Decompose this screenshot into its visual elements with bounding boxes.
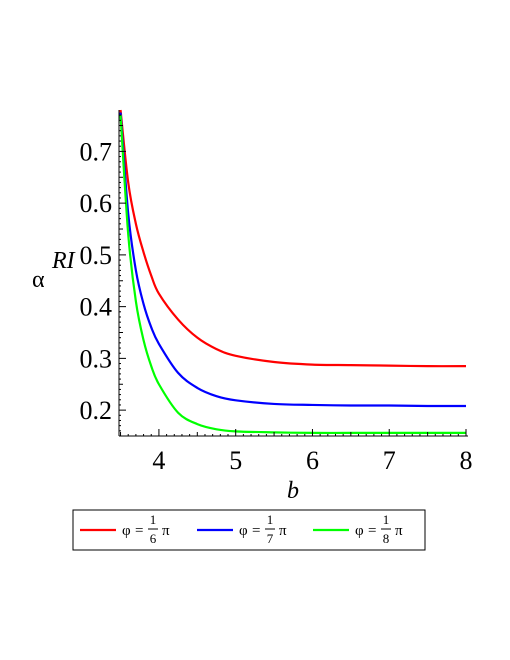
legend-equals: = [135, 523, 143, 539]
series-line-3 [119, 115, 466, 435]
legend-entry-2: φ = 1 7 π [197, 512, 287, 546]
legend-numerator: 1 [383, 512, 390, 527]
legend-equals: = [252, 523, 260, 539]
legend-pi: π [162, 523, 170, 539]
y-ticks: 0.2 0.3 0.4 0.5 0.6 0.7 [80, 114, 126, 432]
legend-box [72, 509, 426, 551]
x-tick-label-8: 8 [460, 446, 473, 475]
legend-denominator: 8 [383, 531, 390, 546]
x-tick-label-6: 6 [306, 446, 319, 475]
x-tick-label-7: 7 [383, 446, 396, 475]
series-line-1 [119, 109, 467, 368]
legend-denominator: 7 [267, 531, 274, 546]
x-ticks: 4 5 6 7 8 [120, 429, 473, 475]
legend-entry-1: φ = 1 6 π [80, 512, 170, 546]
legend-numerator: 1 [267, 512, 274, 527]
y-axis-label: α [32, 267, 45, 293]
legend: φ =16 π φ =17 π φ =18 π [72, 509, 426, 551]
y-tick-label-0.5: 0.5 [80, 241, 113, 270]
axes [118, 110, 468, 437]
legend-pi: π [279, 523, 287, 539]
legend-symbol: φ [239, 523, 248, 539]
plot-lines [119, 109, 467, 435]
y-tick-label-0.6: 0.6 [80, 189, 113, 218]
legend-numerator: 1 [150, 512, 157, 527]
y-tick-label-0.2: 0.2 [80, 396, 113, 425]
legend-denominator: 6 [150, 531, 157, 546]
x-tick-label-4: 4 [152, 446, 165, 475]
y-tick-label-0.3: 0.3 [80, 344, 113, 373]
series-line-2 [119, 112, 467, 408]
legend-equals: = [368, 523, 376, 539]
legend-pi: π [395, 523, 403, 539]
x-axis-label: b [287, 478, 299, 504]
legend-symbol: φ [355, 523, 364, 539]
legend-symbol: φ [122, 523, 131, 539]
legend-entry-3: φ = 1 8 π [313, 512, 403, 546]
x-tick-label-5: 5 [229, 446, 242, 475]
y-axis-label-superscript: RI [51, 248, 76, 274]
y-tick-label-0.4: 0.4 [80, 293, 113, 322]
y-tick-label-0.7: 0.7 [80, 137, 113, 166]
